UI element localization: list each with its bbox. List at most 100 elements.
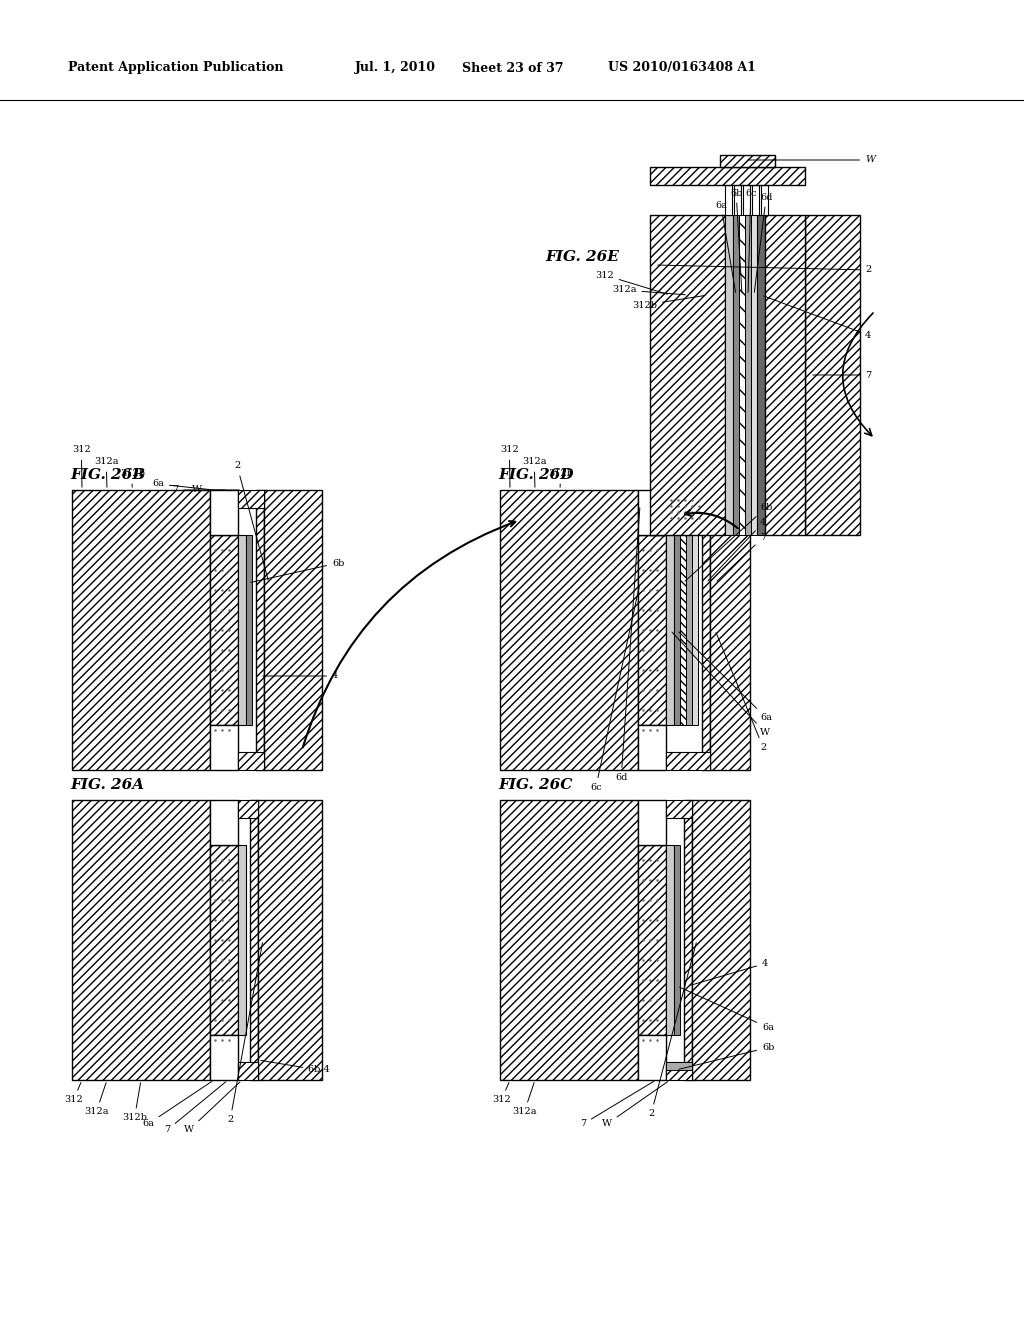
Bar	[739, 215, 745, 535]
Bar	[210, 725, 238, 770]
Bar	[674, 845, 680, 1035]
Bar	[674, 535, 680, 725]
Bar	[686, 535, 692, 725]
Bar	[638, 800, 666, 845]
Text: 6b: 6b	[251, 558, 344, 582]
Text: 4: 4	[708, 517, 766, 581]
Text: 2: 2	[648, 942, 696, 1118]
Text: 4: 4	[690, 960, 768, 985]
Text: 2: 2	[227, 942, 262, 1125]
Text: US 2010/0163408 A1: US 2010/0163408 A1	[608, 62, 756, 74]
Bar	[666, 845, 674, 1035]
Bar	[238, 490, 264, 508]
Bar	[238, 752, 264, 770]
Bar	[757, 215, 765, 535]
Text: W: W	[602, 1081, 668, 1129]
Bar	[666, 535, 674, 725]
Text: W: W	[748, 156, 874, 165]
Bar	[72, 490, 210, 770]
Bar	[666, 1063, 692, 1080]
Text: 6b 4: 6b 4	[261, 1060, 330, 1074]
Text: 312: 312	[500, 446, 519, 487]
Bar	[210, 800, 238, 845]
Bar	[238, 1063, 258, 1080]
Text: 7: 7	[580, 1081, 653, 1129]
Bar	[258, 800, 322, 1080]
Bar	[710, 490, 750, 770]
Text: 6a: 6a	[679, 632, 772, 722]
Text: 312: 312	[63, 1082, 83, 1105]
Text: 312a: 312a	[612, 285, 685, 294]
Text: 6a: 6a	[152, 479, 211, 490]
Text: 312a: 312a	[512, 1082, 537, 1117]
Bar	[638, 845, 666, 1035]
Text: FIG. 26A: FIG. 26A	[70, 777, 144, 792]
Text: FIG. 26C: FIG. 26C	[498, 777, 572, 792]
Bar	[210, 1035, 238, 1080]
Bar	[238, 535, 246, 725]
Bar	[752, 185, 759, 215]
Text: 7: 7	[717, 533, 766, 581]
Bar	[650, 168, 805, 185]
Bar	[805, 215, 860, 535]
Bar	[743, 185, 750, 215]
Bar	[666, 800, 692, 818]
Text: 4: 4	[764, 296, 871, 339]
Bar	[745, 215, 751, 535]
Text: 7: 7	[172, 486, 225, 495]
Bar	[210, 490, 238, 535]
FancyArrowPatch shape	[843, 313, 873, 436]
Bar	[246, 535, 252, 725]
Text: FIG. 26B: FIG. 26B	[70, 469, 145, 482]
Bar	[256, 490, 264, 770]
Text: 4: 4	[263, 672, 338, 681]
Text: 312a: 312a	[84, 1082, 109, 1117]
Bar	[733, 215, 739, 535]
Text: 2: 2	[716, 632, 766, 752]
Text: 6b: 6b	[685, 503, 772, 581]
Bar	[500, 800, 638, 1080]
Bar	[638, 535, 666, 725]
Text: 312b: 312b	[120, 470, 145, 487]
Text: 6a: 6a	[142, 1081, 212, 1129]
Bar	[720, 154, 775, 168]
Text: W: W	[672, 632, 770, 737]
Bar	[666, 1063, 692, 1071]
Bar	[725, 215, 733, 535]
Text: Patent Application Publication: Patent Application Publication	[68, 62, 284, 74]
Bar	[761, 185, 768, 215]
Text: 6c: 6c	[590, 586, 639, 792]
Bar	[638, 490, 666, 535]
Text: 312a: 312a	[522, 458, 547, 487]
Text: Sheet 23 of 37: Sheet 23 of 37	[462, 62, 563, 74]
Text: 6d: 6d	[615, 508, 640, 781]
Text: 312: 312	[72, 446, 91, 487]
Bar	[650, 215, 725, 535]
Text: 6a: 6a	[680, 987, 774, 1032]
Bar	[638, 1035, 666, 1080]
Text: 312: 312	[595, 271, 668, 294]
Text: 6a: 6a	[715, 201, 735, 292]
Text: W: W	[184, 1082, 240, 1134]
Text: Jul. 1, 2010: Jul. 1, 2010	[355, 62, 436, 74]
Bar	[692, 535, 698, 725]
Text: 312: 312	[492, 1082, 511, 1105]
Bar	[238, 845, 246, 1035]
Bar	[734, 185, 741, 215]
Text: 312b: 312b	[632, 296, 706, 309]
Bar	[725, 185, 732, 215]
Bar	[250, 800, 258, 1080]
Text: 6b: 6b	[730, 189, 742, 292]
Bar	[72, 800, 210, 1080]
Bar	[751, 215, 757, 535]
Bar	[692, 800, 750, 1080]
Bar	[500, 490, 638, 770]
Text: FIG. 26E: FIG. 26E	[545, 249, 618, 264]
Text: 6d: 6d	[755, 193, 772, 292]
Bar	[210, 535, 238, 725]
Text: 7: 7	[813, 371, 871, 380]
Text: 312b: 312b	[548, 470, 573, 487]
Text: 2: 2	[657, 265, 871, 275]
Bar	[638, 725, 666, 770]
Text: 2: 2	[234, 462, 268, 581]
